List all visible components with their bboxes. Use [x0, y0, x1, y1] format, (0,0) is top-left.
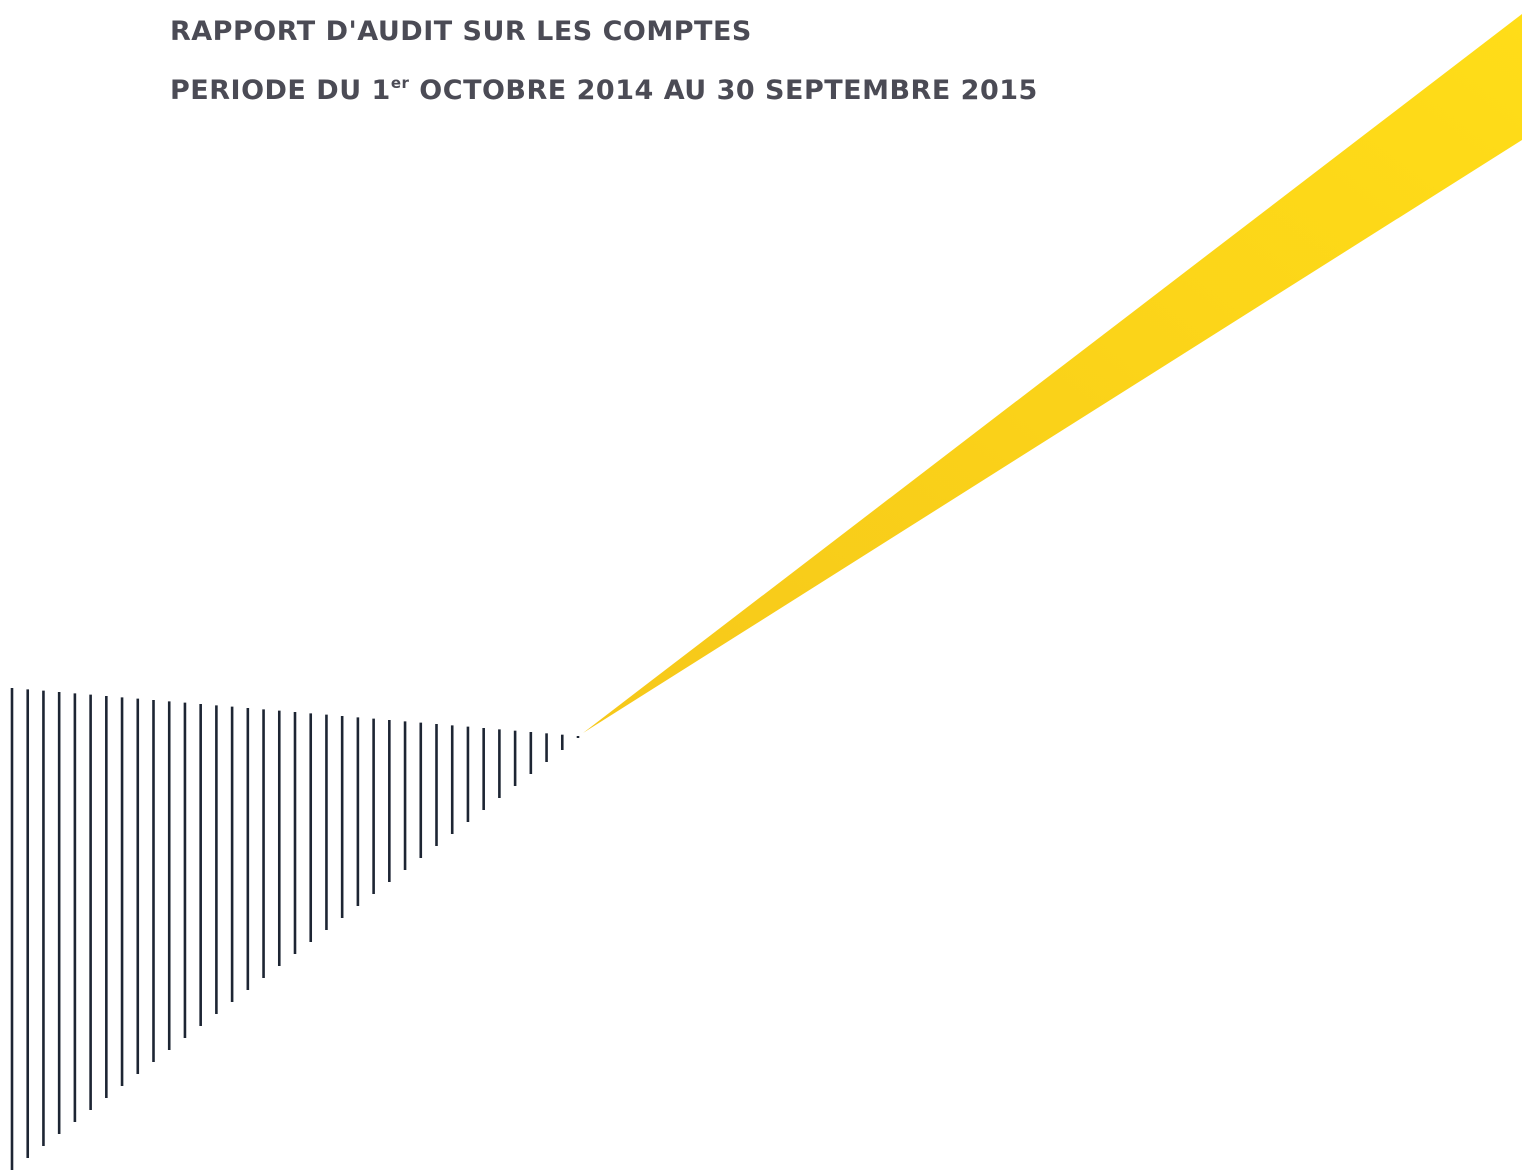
ordinal-suffix: er: [391, 74, 410, 92]
cover-art: [0, 0, 1522, 1174]
page: RAPPORT D'AUDIT SUR LES COMPTES PERIODE …: [0, 0, 1522, 1174]
report-title: RAPPORT D'AUDIT SUR LES COMPTES: [170, 16, 752, 47]
period-rest: OCTOBRE 2014 AU 30 SEPTEMBRE 2015: [419, 75, 1038, 106]
stripes: [12, 688, 578, 1170]
yellow-beam: [583, 14, 1522, 733]
report-period: PERIODE DU 1er OCTOBRE 2014 AU 30 SEPTEM…: [170, 74, 1038, 106]
period-start: PERIODE DU 1: [170, 75, 391, 106]
